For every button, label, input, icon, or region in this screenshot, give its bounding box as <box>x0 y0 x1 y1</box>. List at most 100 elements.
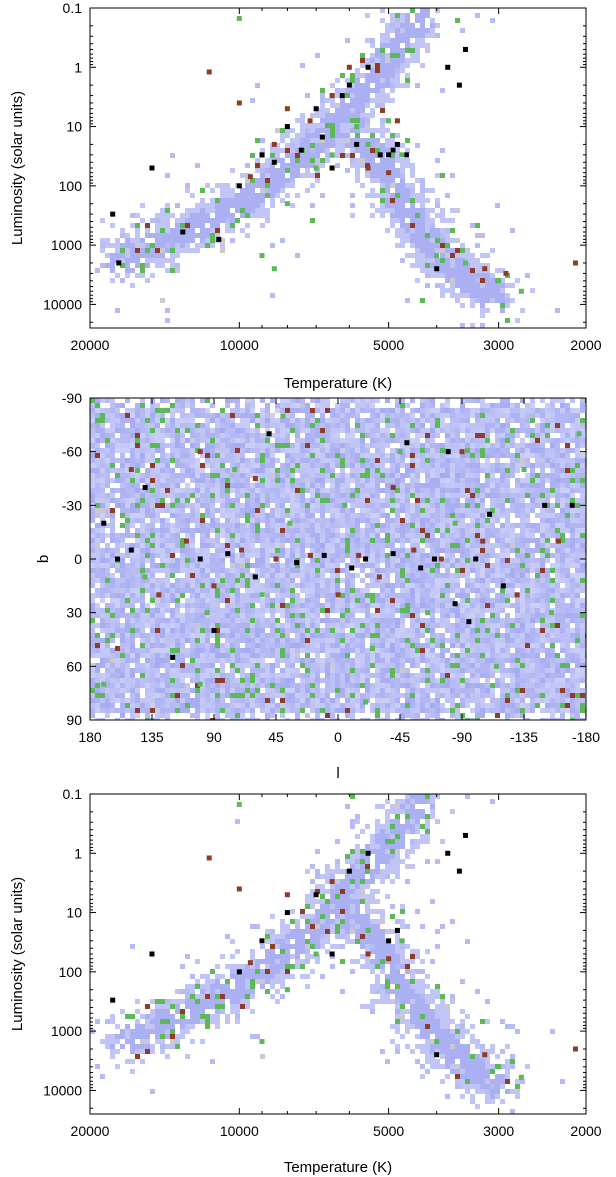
density-cell <box>300 523 305 528</box>
density-cell <box>180 233 185 238</box>
density-cell <box>375 598 380 603</box>
density-cell <box>235 468 240 473</box>
density-cell <box>305 423 310 428</box>
density-cell <box>215 448 220 453</box>
density-cell <box>255 208 260 213</box>
density-cell <box>195 628 200 633</box>
density-cell <box>190 548 195 553</box>
density-cell <box>300 513 305 518</box>
density-cell <box>125 443 130 448</box>
density-cell <box>95 458 100 463</box>
density-cell <box>205 418 210 423</box>
density-cell <box>355 523 360 528</box>
density-cell <box>265 548 270 553</box>
density-cell <box>225 453 230 458</box>
density-cell <box>200 703 205 708</box>
density-cell <box>165 443 170 448</box>
density-cell <box>195 428 200 433</box>
density-cell <box>355 458 360 463</box>
density-cell <box>380 528 385 533</box>
density-cell <box>385 23 390 28</box>
density-cell <box>265 688 270 693</box>
density-cell <box>210 403 215 408</box>
black-point <box>354 141 360 147</box>
density-cell <box>225 628 230 633</box>
density-cell <box>140 633 145 638</box>
density-cell <box>125 543 130 548</box>
black-point <box>404 152 410 158</box>
density-cell <box>400 208 405 213</box>
density-cell <box>265 633 270 638</box>
density-cell <box>325 598 330 603</box>
density-cell <box>320 538 325 543</box>
black-point <box>284 124 290 130</box>
density-cell <box>95 558 100 563</box>
density-cell <box>380 688 385 693</box>
density-cell <box>350 583 355 588</box>
density-cell <box>160 243 165 248</box>
density-cell <box>290 408 295 413</box>
density-cell <box>115 678 120 683</box>
density-cell <box>520 308 525 313</box>
density-cell <box>165 593 170 598</box>
density-layer <box>95 8 578 328</box>
density-cell <box>215 223 220 228</box>
density-cell <box>280 538 285 543</box>
density-cell <box>285 578 290 583</box>
density-cell <box>125 243 130 248</box>
density-cell <box>385 493 390 498</box>
density-cell <box>250 408 255 413</box>
density-cell <box>330 118 335 123</box>
density-cell <box>350 638 355 643</box>
density-cell <box>235 438 240 443</box>
density-cell <box>140 638 145 643</box>
density-cell <box>370 213 375 218</box>
density-cell <box>165 628 170 633</box>
density-cell <box>110 448 115 453</box>
density-cell <box>225 583 230 588</box>
density-cell <box>275 493 280 498</box>
density-cell <box>275 508 280 513</box>
density-cell <box>95 523 100 528</box>
density-cell <box>145 703 150 708</box>
density-cell <box>365 73 370 78</box>
green-cell <box>120 263 125 268</box>
density-cell <box>150 218 155 223</box>
density-cell <box>405 63 410 68</box>
density-cell <box>365 98 370 103</box>
density-cell <box>145 233 150 238</box>
density-cell <box>240 188 245 193</box>
density-cell <box>230 538 235 543</box>
density-cell <box>360 453 365 458</box>
density-cell <box>125 593 130 598</box>
density-cell <box>380 63 385 68</box>
density-cell <box>325 673 330 678</box>
density-cell <box>325 118 330 123</box>
density-cell <box>220 573 225 578</box>
density-cell <box>390 98 395 103</box>
density-cell <box>190 638 195 643</box>
green-cell <box>330 128 335 133</box>
density-cell <box>250 398 255 403</box>
density-cell <box>285 678 290 683</box>
density-cell <box>310 523 315 528</box>
density-cell <box>405 183 410 188</box>
density-cell <box>330 418 335 423</box>
density-cell <box>145 478 150 483</box>
density-cell <box>140 703 145 708</box>
density-cell <box>280 573 285 578</box>
density-cell <box>380 538 385 543</box>
density-cell <box>190 453 195 458</box>
density-cell <box>175 403 180 408</box>
density-cell <box>210 208 215 213</box>
density-cell <box>340 603 345 608</box>
density-cell <box>285 513 290 518</box>
density-cell <box>345 498 350 503</box>
pale-cell <box>450 278 455 283</box>
black-point <box>329 165 335 171</box>
density-cell <box>335 143 340 148</box>
density-cell <box>265 448 270 453</box>
density-cell <box>430 258 435 263</box>
density-cell <box>380 143 385 148</box>
density-cell <box>260 633 265 638</box>
